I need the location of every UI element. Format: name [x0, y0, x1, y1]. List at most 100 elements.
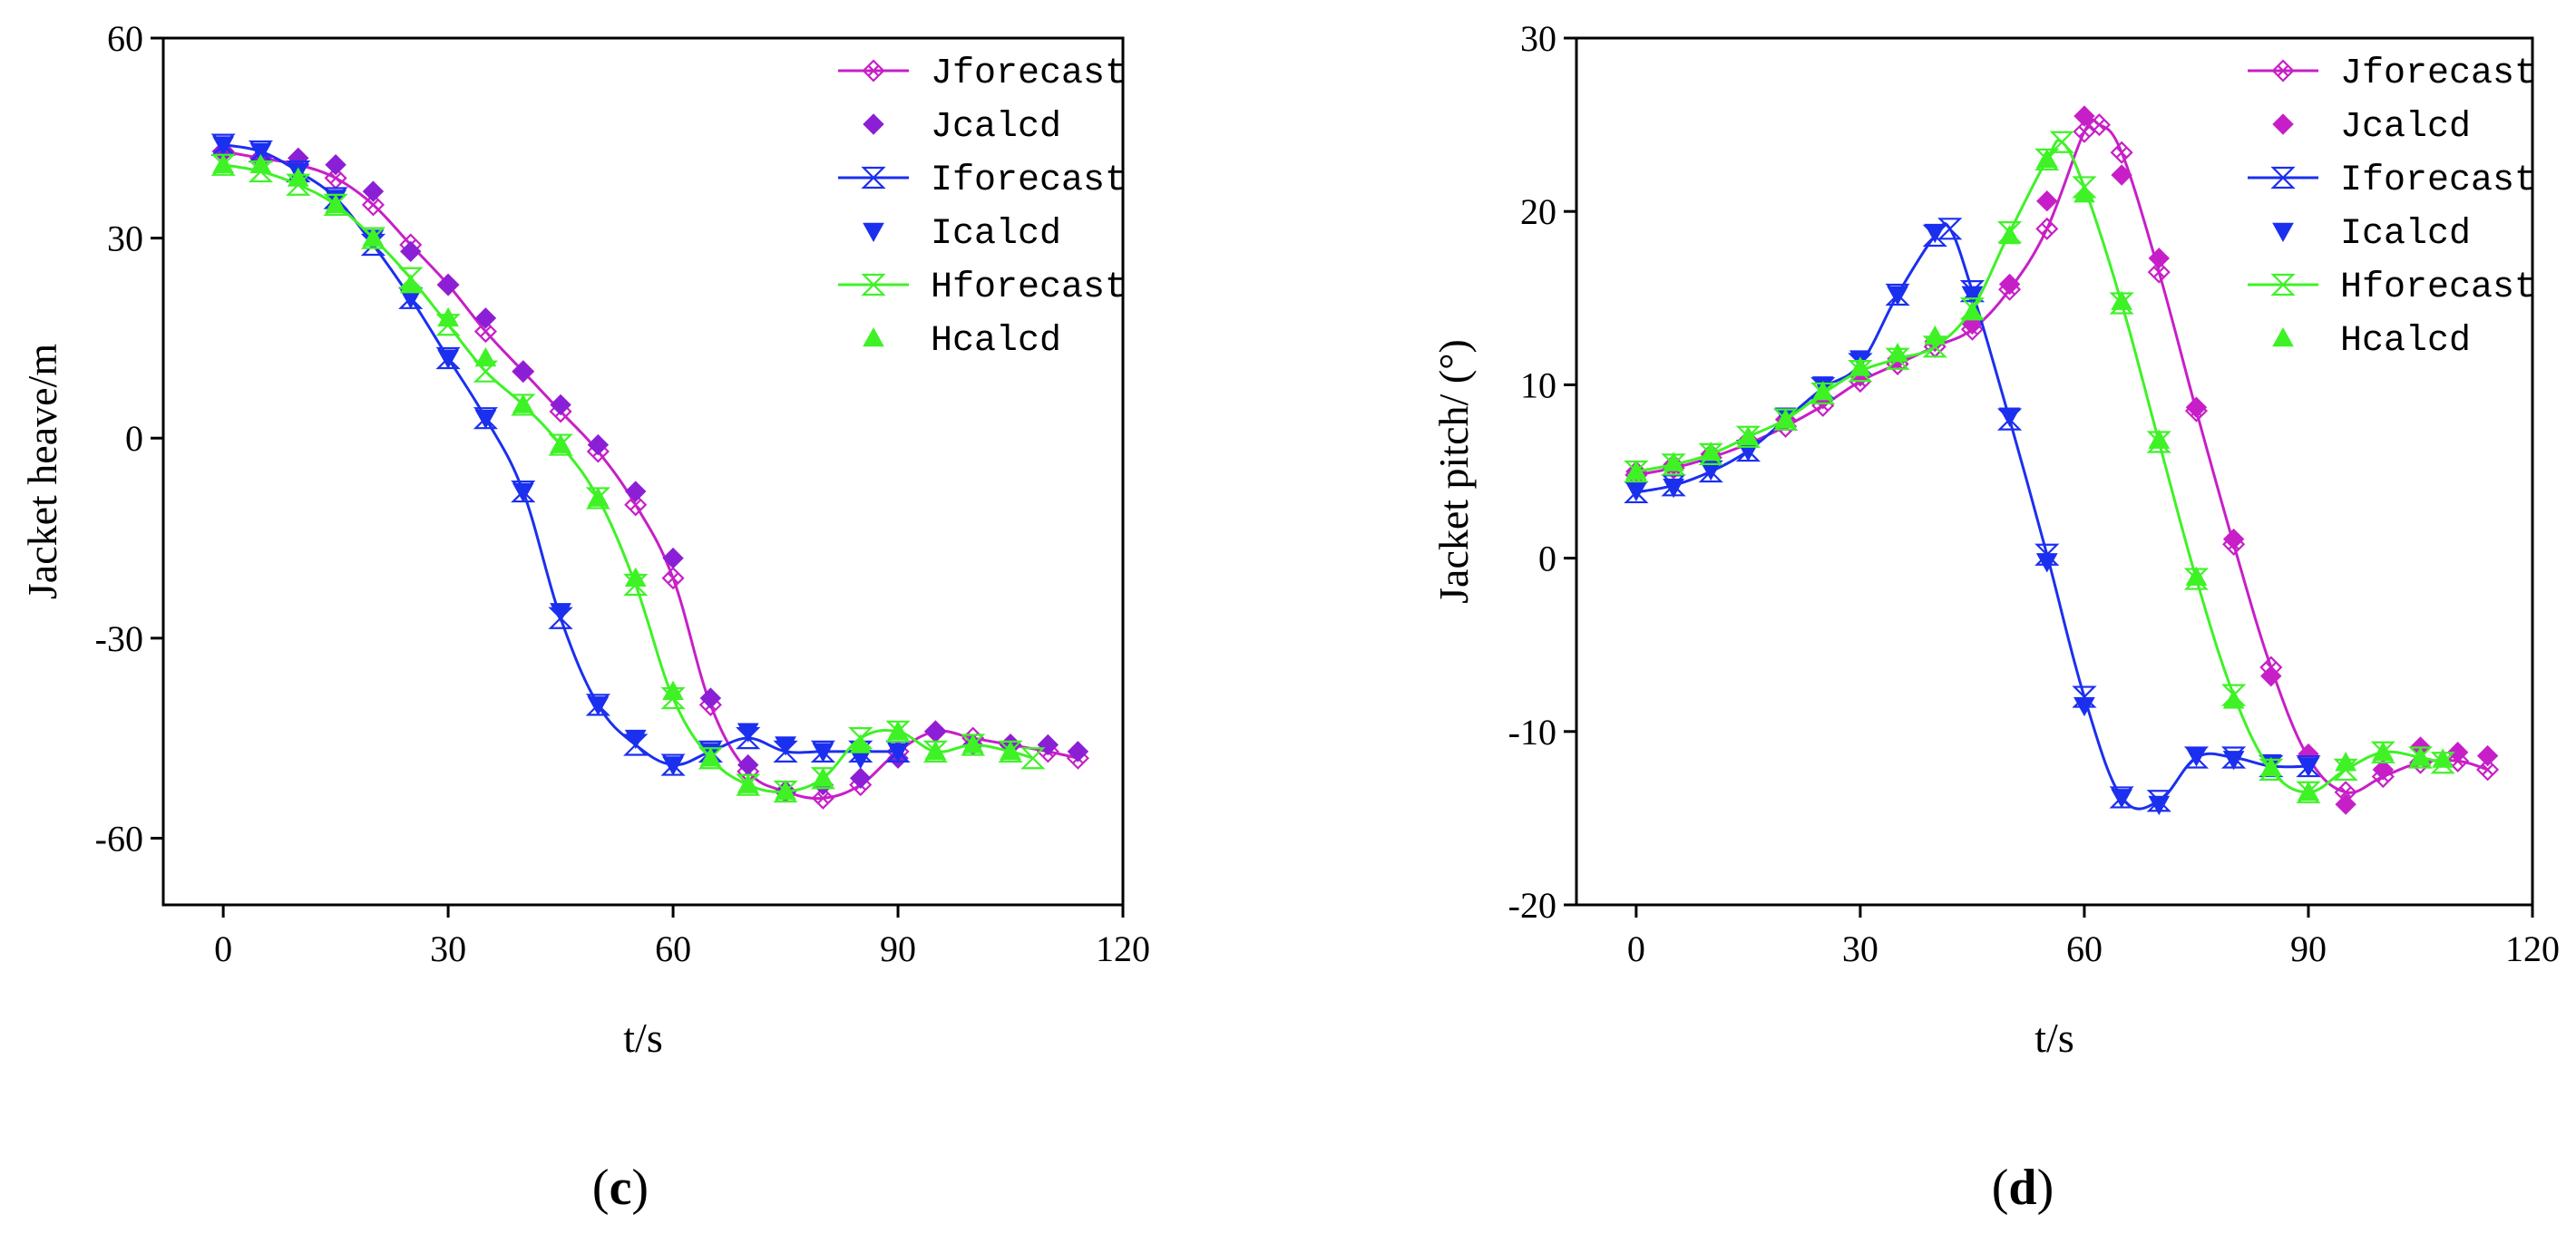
data-point-jcalcd	[2073, 105, 2095, 127]
y-tick-label: 0	[1538, 539, 1556, 579]
legend-item-jforecast: Jforecast	[2248, 53, 2536, 94]
data-point-hcalcd	[1000, 740, 1021, 761]
series-icalcd	[212, 136, 909, 776]
legend-label-iforecast: Iforecast	[931, 160, 1127, 201]
data-point-icalcd	[2035, 553, 2058, 573]
data-point-hcalcd	[924, 740, 947, 761]
legend-marker-hforecast	[2270, 273, 2296, 296]
data-point-jforecast	[624, 493, 648, 517]
data-layer	[1624, 105, 2500, 816]
data-point-jforecast	[2147, 260, 2171, 284]
data-point-icalcd	[812, 743, 834, 763]
legend-marker-jcalcd	[863, 113, 884, 135]
data-point-hcalcd	[287, 167, 309, 187]
data-point-hcalcd	[2432, 748, 2454, 768]
data-point-hcalcd	[1924, 325, 1947, 345]
data-point-hcalcd	[2111, 290, 2132, 310]
data-point-jforecast	[2087, 113, 2111, 137]
data-point-hcalcd	[2185, 566, 2208, 586]
x-tick-label: 90	[2290, 928, 2327, 969]
data-point-icalcd	[1700, 461, 1722, 481]
data-point-icalcd	[737, 723, 759, 743]
data-point-hcalcd	[1663, 452, 1684, 471]
data-point-jcalcd	[474, 307, 497, 329]
data-point-icalcd	[212, 136, 234, 156]
legend-item-iforecast: Iforecast	[838, 160, 1127, 201]
data-point-icalcd	[249, 142, 272, 163]
legend-item-jcalcd: Jcalcd	[2272, 107, 2471, 148]
data-point-jcalcd	[2185, 396, 2208, 418]
data-point-jcalcd	[437, 274, 459, 296]
data-point-icalcd	[437, 349, 459, 370]
legend-marker-jforecast	[862, 59, 885, 83]
x-tick-label: 0	[214, 928, 232, 969]
data-point-hcalcd	[2035, 148, 2058, 169]
legend-item-jcalcd: Jcalcd	[863, 107, 1061, 148]
data-point-jcalcd	[2148, 248, 2170, 269]
data-point-hcalcd	[1887, 342, 1908, 363]
data-point-jcalcd	[325, 154, 346, 176]
data-point-jforecast	[2073, 120, 2096, 143]
y-axis-title: Jacket heave/m	[19, 344, 65, 599]
y-tick-label: 10	[1520, 364, 1556, 405]
data-point-icalcd	[2073, 696, 2095, 717]
data-point-icalcd	[1961, 286, 1984, 306]
x-tick-label: 120	[2505, 928, 2560, 969]
y-tick-label: 60	[107, 18, 143, 59]
plot-frame	[1575, 36, 2534, 907]
data-point-hcalcd	[699, 747, 722, 767]
data-point-jcalcd	[699, 687, 722, 709]
data-point-hcalcd	[2073, 183, 2095, 203]
data-point-jforecast	[2035, 217, 2059, 240]
legend-label-icalcd: Icalcd	[2340, 214, 2471, 255]
legend-item-jforecast: Jforecast	[838, 53, 1127, 94]
data-point-icalcd	[662, 756, 684, 776]
legend-label-jcalcd: Jcalcd	[931, 107, 1061, 148]
data-point-icalcd	[474, 409, 497, 430]
data-point-hcalcd	[587, 487, 610, 507]
data-point-hcalcd	[2335, 752, 2356, 772]
data-point-jcalcd	[737, 753, 759, 776]
data-point-icalcd	[624, 729, 647, 750]
data-point-jcalcd	[2335, 793, 2356, 815]
data-point-jforecast	[473, 320, 497, 344]
legend-marker-hcalcd	[863, 326, 884, 347]
data-point-hcalcd	[624, 567, 647, 587]
data-point-jcalcd	[400, 240, 422, 263]
legend-marker-icalcd	[863, 222, 884, 243]
data-point-hcalcd	[662, 680, 684, 700]
data-point-jforecast	[2110, 141, 2133, 164]
x-tick-label: 120	[1096, 928, 1150, 969]
data-point-hcalcd	[437, 306, 459, 327]
x-tick-label: 90	[880, 928, 916, 969]
chart-panel-c: 0 30 60 90 120 -60 -30 0 30 60 t/s Jacket heave/m Jf…	[19, 18, 1150, 1061]
data-point-jcalcd	[924, 721, 947, 743]
data-point-jcalcd	[2260, 665, 2282, 687]
data-point-hcalcd	[1700, 441, 1722, 462]
data-point-icalcd	[1887, 286, 1908, 306]
y-tick-label: -10	[1508, 712, 1556, 753]
data-point-jcalcd	[362, 180, 385, 202]
data-point-hcalcd	[849, 734, 872, 753]
data-point-jcalcd	[662, 547, 684, 569]
data-point-icalcd	[2185, 747, 2208, 767]
legend-marker-icalcd	[2272, 222, 2294, 243]
data-point-hcalcd	[212, 153, 234, 174]
data-point-hforecast	[2049, 131, 2074, 153]
legend-item-hforecast: Hforecast	[2248, 267, 2536, 308]
data-point-hcalcd	[812, 767, 834, 787]
data-point-jcalcd	[849, 767, 872, 789]
x-tick-label: 30	[430, 928, 466, 969]
legend-label-jforecast: Jforecast	[2340, 53, 2536, 94]
legend-label-hforecast: Hforecast	[2340, 267, 2536, 308]
data-point-hcalcd	[2148, 429, 2171, 449]
data-point-jcalcd	[2446, 742, 2469, 763]
legend: Jforecast Jcalcd Iforecast Icalcd Hforecast H…	[2248, 53, 2536, 362]
legend-label-hcalcd: Hcalcd	[2340, 321, 2471, 362]
y-tick-label: -30	[95, 618, 143, 659]
data-point-icalcd	[2111, 789, 2132, 809]
data-point-hcalcd	[2372, 741, 2395, 762]
panel-caption-c: (c)	[592, 1160, 649, 1216]
data-point-hcalcd	[1737, 425, 1760, 446]
data-point-hcalcd	[961, 734, 984, 753]
